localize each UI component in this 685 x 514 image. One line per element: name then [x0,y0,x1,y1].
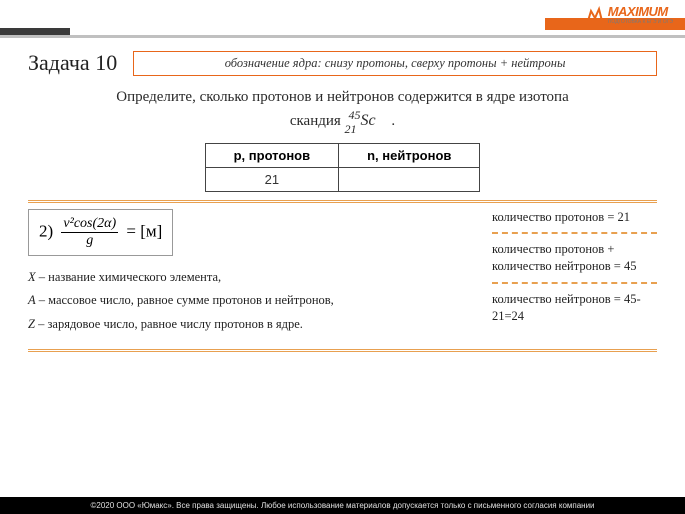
logo-subtext: ПОДГОТОВКА К ЕГЭ И ОГЭ [608,20,673,25]
header: MAXIMUM ПОДГОТОВКА К ЕГЭ И ОГЭ [0,0,685,40]
dash-sep-2 [492,282,657,284]
calc-protons: количество протонов = 21 [492,209,657,226]
title-row: Задача 10 обозначение ядра: снизу протон… [28,50,657,76]
hint-tag: обозначение ядра: снизу протоны, сверху … [133,51,657,76]
table-col-neutrons: n, нейтронов [339,143,480,167]
formula-label: 2) [39,221,53,240]
calc-sum: количество протонов + количество нейтрон… [492,241,657,275]
problem-title: Задача 10 [28,50,117,76]
charge-number: 21 [345,122,357,136]
mass-number: 45 [349,108,361,122]
fraction: v²cos(2α) g [61,216,118,249]
right-column: количество протонов = 21 количество прот… [492,209,657,337]
mid-section: 2) v²cos(2α) g = [м] X – название химиче… [28,209,657,337]
table-val-neutrons [339,167,480,191]
header-light-bar [0,35,685,38]
divider-bottom [28,349,657,352]
header-dark-bar [0,28,70,35]
table-col-protons: p, протонов [205,143,339,167]
fraction-numerator: v²cos(2α) [61,216,118,233]
data-table: p, протонов n, нейтронов 21 [205,143,481,192]
legend-line-a: A – массовое число, равное сумме протоно… [28,289,474,313]
legend-line-x: X – название химического элемента, [28,266,474,290]
table-val-protons: 21 [205,167,339,191]
left-column: 2) v²cos(2α) g = [м] X – название химиче… [28,209,474,337]
fraction-denominator: g [61,233,118,249]
formula-box: 2) v²cos(2α) g = [м] [28,209,173,256]
logo-icon [586,6,604,24]
dash-sep-1 [492,232,657,234]
content: Задача 10 обозначение ядра: снизу протон… [0,40,685,352]
footer-copyright: ©2020 ООО «Юмакс». Все права защищены. Л… [0,497,685,514]
formula-rhs: = [м] [126,221,162,240]
question-dot: . [391,113,395,129]
isotope-notation: 4521Sc [349,109,388,133]
logo: MAXIMUM ПОДГОТОВКА К ЕГЭ И ОГЭ [586,4,673,25]
legend-line-z: Z – зарядовое число, равное числу протон… [28,313,474,337]
calc-neutrons: количество нейтронов = 45-21=24 [492,291,657,325]
divider-top [28,200,657,203]
legend: X – название химического элемента, A – м… [28,266,474,337]
element-symbol: Sc [361,112,376,129]
logo-text: MAXIMUM [608,4,673,19]
question-line2: скандия [290,113,341,129]
question-text: Определите, сколько протонов и нейтронов… [28,86,657,133]
question-line1: Определите, сколько протонов и нейтронов… [116,89,569,105]
